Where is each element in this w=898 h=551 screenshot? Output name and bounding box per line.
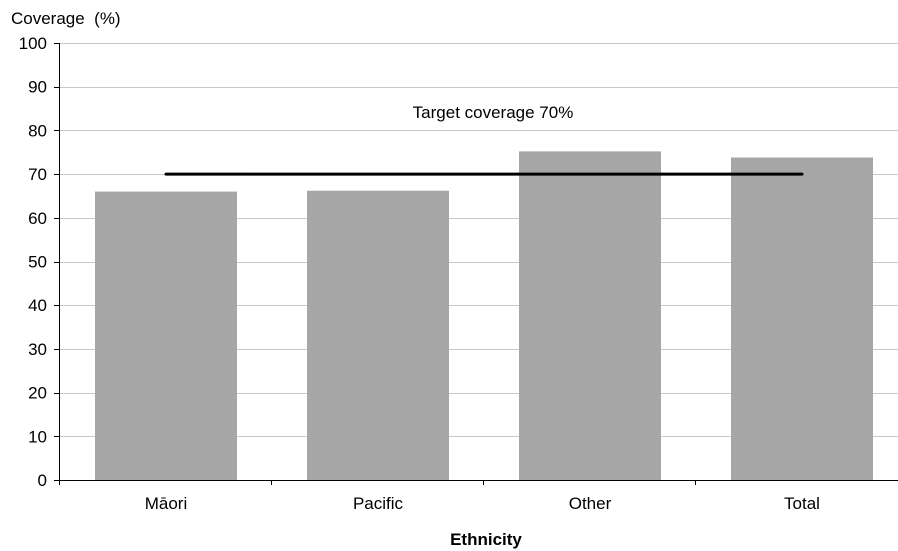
y-axis-title: Coverage (%) <box>11 9 121 28</box>
x-tick-label-total: Total <box>784 494 820 513</box>
y-tick-label-70: 70 <box>28 165 47 184</box>
y-tick-label-0: 0 <box>38 471 47 490</box>
x-axis-title: Ethnicity <box>450 530 522 549</box>
y-tick-label-90: 90 <box>28 78 47 97</box>
x-tick-labels: Māori Pacific Other Total <box>145 494 820 513</box>
y-tick-label-40: 40 <box>28 296 47 315</box>
y-tick-label-100: 100 <box>19 34 47 53</box>
bar-m-ori <box>95 192 237 480</box>
bar-total <box>731 157 873 480</box>
y-tick-label-50: 50 <box>28 253 47 272</box>
target-label: Target coverage 70% <box>413 103 574 122</box>
y-tick-label-10: 10 <box>28 427 47 446</box>
x-tick-label-other: Other <box>569 494 612 513</box>
bars <box>95 151 873 480</box>
y-tick-label-20: 20 <box>28 384 47 403</box>
bar-pacific <box>307 191 449 480</box>
y-tick-labels: 0 10 20 30 40 50 60 70 80 90 100 <box>19 34 47 490</box>
y-tick-label-80: 80 <box>28 121 47 140</box>
x-tick-label-pacific: Pacific <box>353 494 404 513</box>
bar-other <box>519 151 661 480</box>
y-tick-label-30: 30 <box>28 340 47 359</box>
y-tick-label-60: 60 <box>28 209 47 228</box>
x-tick-label-m-ori: Māori <box>145 494 188 513</box>
